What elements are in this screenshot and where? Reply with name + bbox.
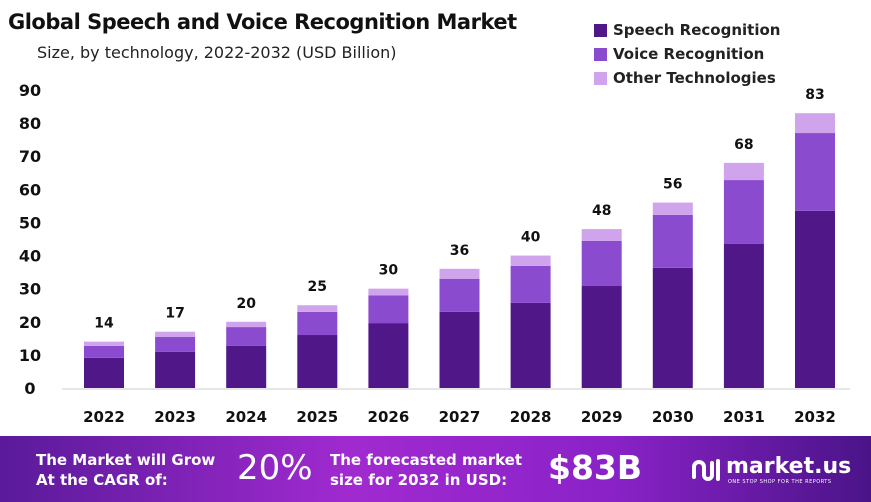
total-label: 40	[521, 230, 541, 246]
bar-segment	[84, 357, 124, 388]
total-label: 20	[236, 296, 256, 312]
bar-segment	[510, 302, 551, 388]
total-label: 48	[592, 203, 611, 219]
bar-segment	[723, 243, 764, 388]
bar-segment	[652, 267, 693, 388]
x-tick-label: 2031	[723, 408, 765, 426]
forecast-label: The forecasted market size for 2032 in US…	[330, 451, 523, 489]
y-tick-label: 70	[19, 147, 41, 166]
y-tick-label: 30	[19, 280, 41, 299]
x-tick-label: 2023	[154, 408, 196, 426]
bar-segment	[84, 341, 124, 346]
bar-segment	[510, 265, 551, 303]
bar-segment	[581, 229, 622, 241]
logo-icon	[692, 458, 720, 481]
bar-segment	[155, 331, 196, 338]
y-tick-label: 60	[19, 180, 41, 199]
brand-logo: market.us ONE STOP SHOP FOR THE REPORTS	[690, 454, 851, 485]
bar-segment	[652, 202, 693, 215]
legend-item-voice: Voice Recognition	[594, 42, 780, 66]
bar-chart: 0102030405060708090142022172023202024252…	[19, 81, 850, 426]
bar-segment	[226, 327, 267, 346]
legend: Speech Recognition Voice Recognition Oth…	[594, 18, 780, 90]
bar-segment	[226, 345, 267, 388]
total-label: 83	[805, 87, 824, 103]
bar-segment	[155, 351, 196, 388]
bar-segment	[581, 286, 622, 388]
chart-subtitle: Size, by technology, 2022-2032 (USD Bill…	[37, 43, 397, 62]
total-label: 14	[94, 316, 114, 332]
x-tick-label: 2026	[368, 408, 410, 426]
total-label: 17	[165, 306, 184, 322]
y-tick-label: 40	[19, 247, 41, 266]
bar-segment	[795, 133, 835, 211]
x-tick-label: 2032	[794, 408, 836, 426]
bar-segment	[368, 323, 409, 388]
bar-segment	[297, 335, 338, 388]
x-tick-label: 2029	[581, 408, 623, 426]
x-tick-label: 2024	[225, 408, 267, 426]
bar-segment	[84, 345, 124, 358]
bar-segment	[652, 214, 693, 268]
x-tick-label: 2022	[83, 408, 125, 426]
bar-segment	[155, 337, 196, 352]
bar-segment	[723, 162, 764, 181]
bar-segment	[297, 311, 338, 336]
forecast-value: $83B	[548, 448, 643, 487]
y-tick-label: 80	[19, 114, 41, 133]
x-tick-label: 2027	[439, 408, 481, 426]
total-label: 68	[734, 137, 753, 153]
bar-segment	[439, 311, 480, 388]
cagr-value: 20%	[237, 448, 313, 488]
total-label: 56	[663, 177, 682, 193]
bar-segment	[297, 305, 338, 312]
cagr-label: The Market will Grow At the CAGR of:	[36, 451, 216, 489]
x-tick-label: 2025	[296, 408, 338, 426]
chart-title: Global Speech and Voice Recognition Mark…	[8, 10, 517, 34]
legend-item-other: Other Technologies	[594, 66, 780, 90]
bar-segment	[510, 255, 551, 266]
footer-banner: The Market will Grow At the CAGR of: 20% …	[0, 436, 871, 502]
legend-label: Voice Recognition	[613, 45, 765, 63]
y-tick-label: 90	[19, 81, 41, 100]
bar-segment	[368, 288, 409, 296]
bar-segment	[439, 278, 480, 312]
bar-segment	[226, 321, 267, 328]
legend-item-speech: Speech Recognition	[594, 18, 780, 42]
x-tick-label: 2030	[652, 408, 694, 426]
legend-label: Other Technologies	[613, 69, 776, 87]
bar-segment	[795, 210, 835, 388]
x-tick-label: 2028	[510, 408, 552, 426]
total-label: 25	[308, 279, 327, 295]
total-label: 30	[379, 263, 399, 279]
y-tick-label: 10	[19, 346, 41, 365]
y-tick-label: 20	[19, 313, 41, 332]
legend-label: Speech Recognition	[613, 21, 781, 39]
bar-segment	[795, 113, 835, 134]
bar-segment	[439, 268, 480, 279]
bar-segment	[581, 240, 622, 287]
y-tick-label: 0	[24, 379, 35, 398]
bar-segment	[368, 295, 409, 324]
total-label: 36	[450, 243, 469, 259]
bar-segment	[723, 180, 764, 244]
y-tick-label: 50	[19, 213, 41, 232]
